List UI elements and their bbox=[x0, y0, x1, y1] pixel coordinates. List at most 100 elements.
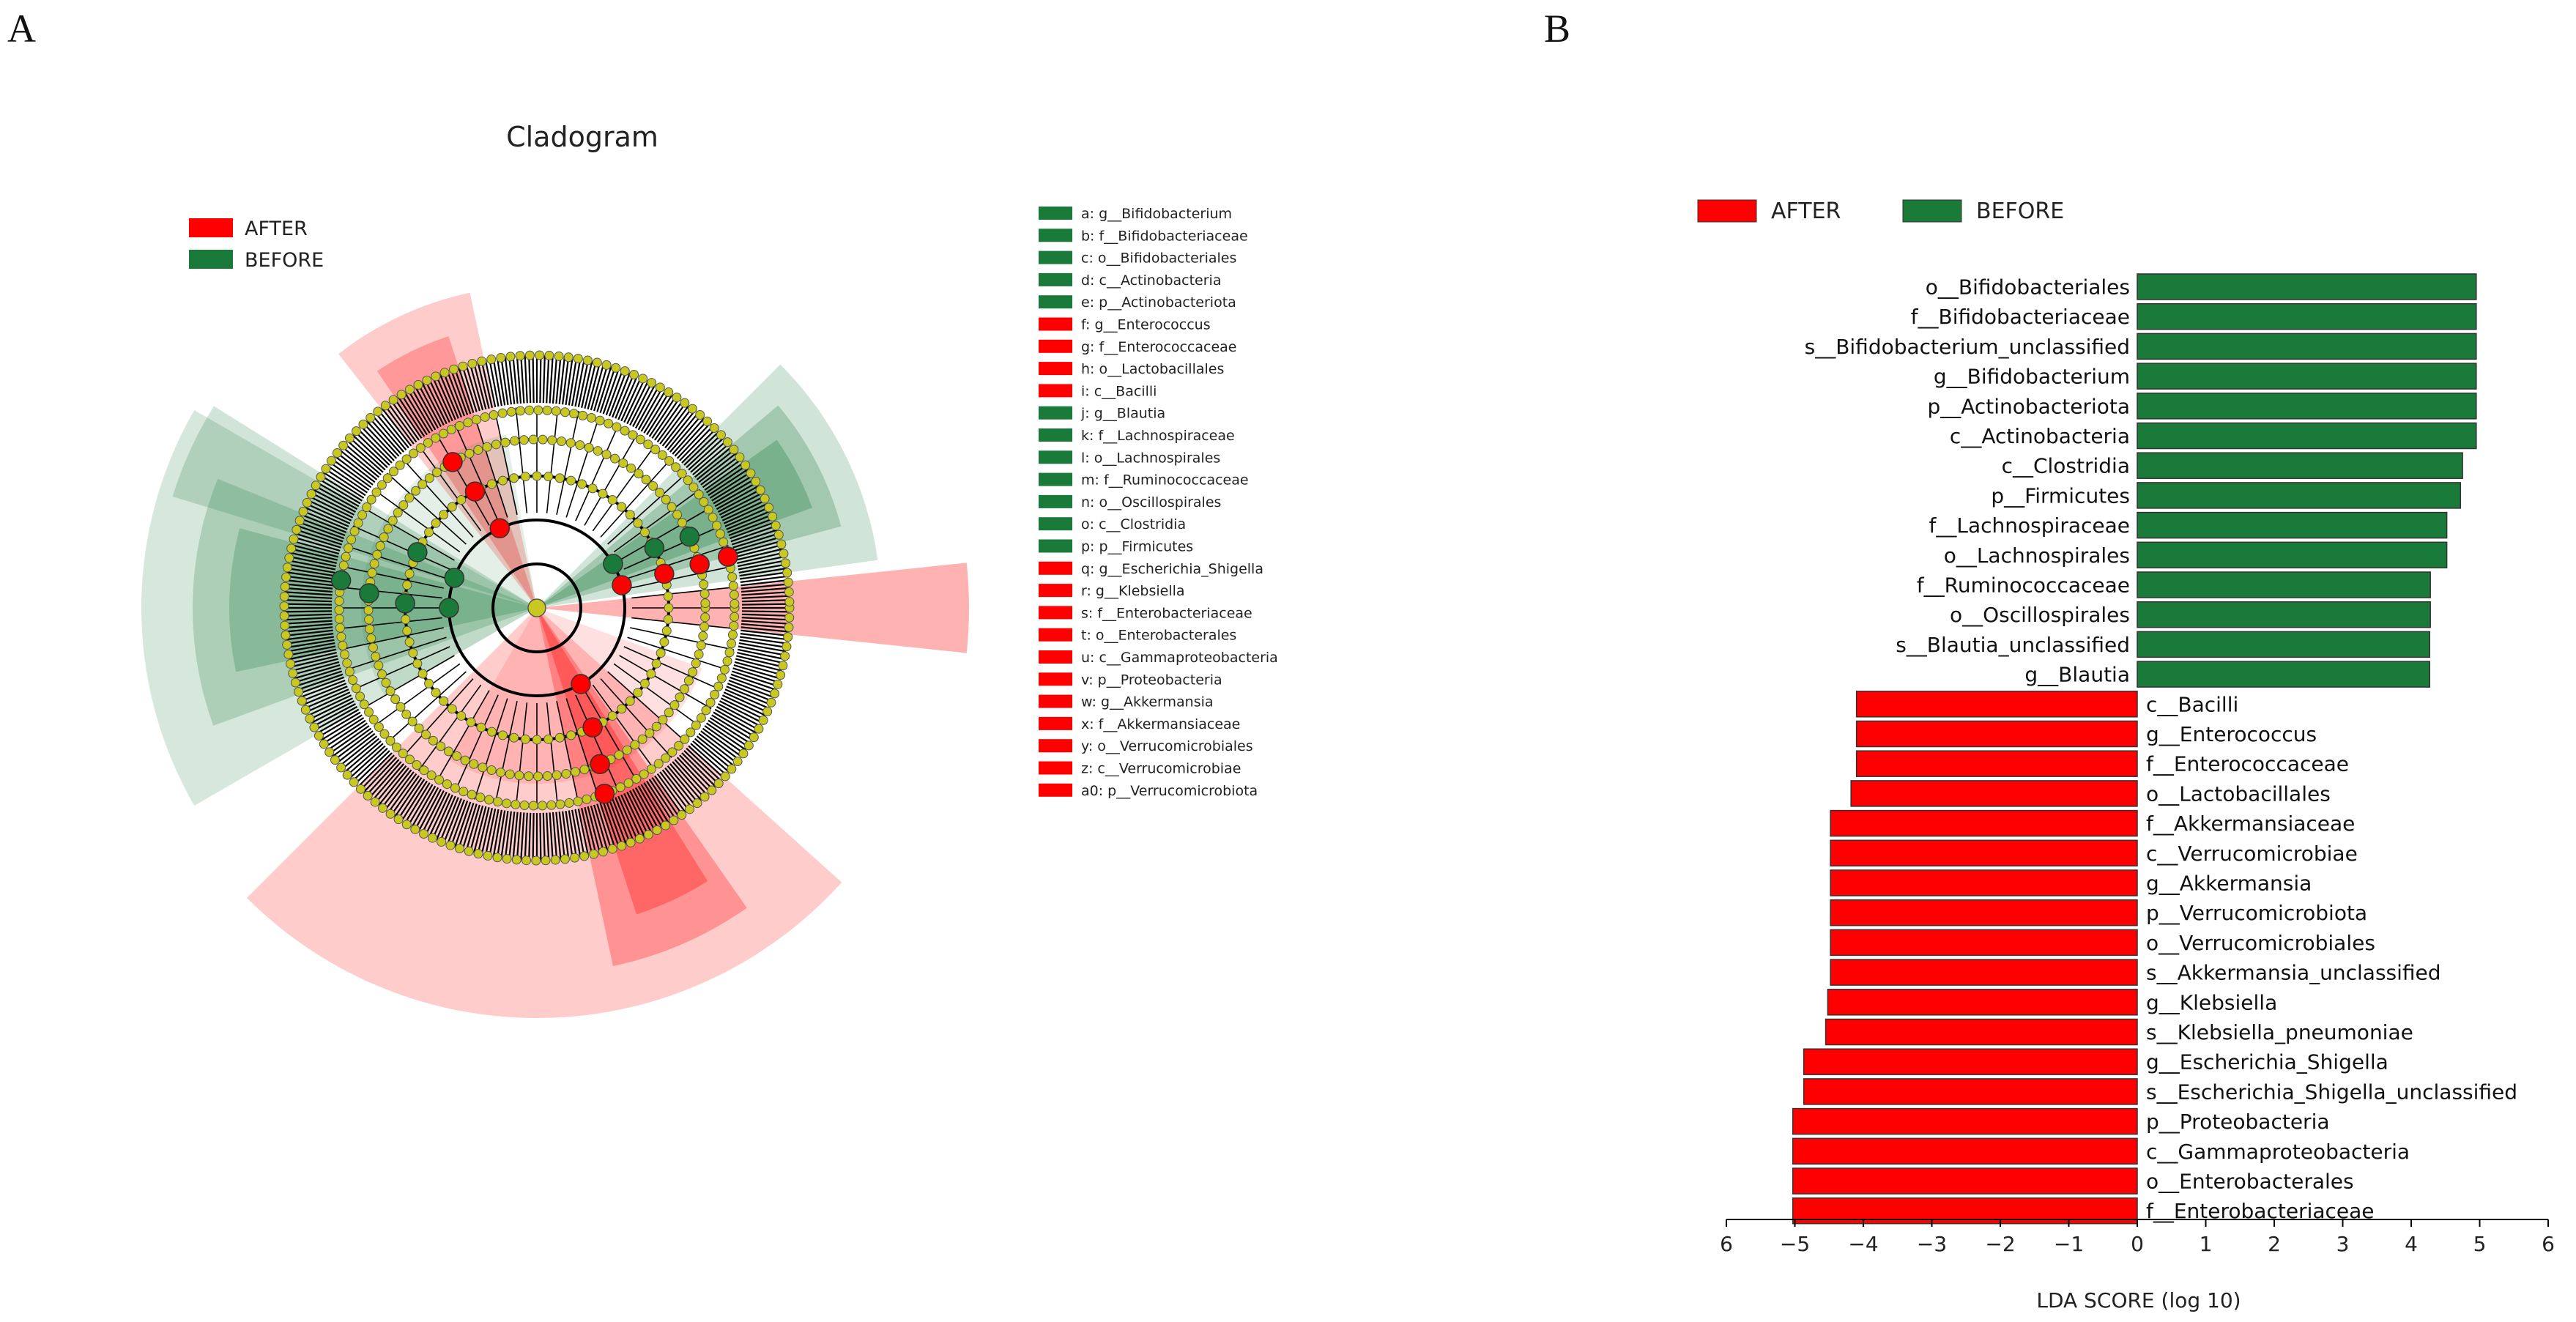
tree-node bbox=[694, 649, 704, 659]
tree-node bbox=[376, 480, 387, 490]
tree-node bbox=[362, 502, 372, 513]
key-swatch-before bbox=[1039, 229, 1072, 242]
tree-node bbox=[547, 435, 557, 445]
tree-node bbox=[601, 360, 612, 370]
tree-node bbox=[437, 836, 447, 847]
tree-node bbox=[294, 516, 305, 526]
tree-node bbox=[633, 688, 643, 698]
tree-node bbox=[477, 356, 487, 366]
key-swatch-before bbox=[1039, 494, 1072, 508]
significant-node-before bbox=[439, 598, 459, 618]
tree-node bbox=[768, 511, 778, 521]
lda-bar-label: c__Actinobacteria bbox=[1950, 424, 2130, 448]
tree-node bbox=[431, 688, 441, 698]
tree-node bbox=[509, 473, 519, 483]
tree-node bbox=[643, 439, 653, 450]
tree-node bbox=[542, 405, 552, 415]
tree-node bbox=[655, 488, 665, 498]
tree-node bbox=[685, 804, 695, 814]
x-tick-label: 1 bbox=[2200, 1232, 2213, 1256]
x-tick-label: −3 bbox=[1917, 1232, 1947, 1256]
tree-node bbox=[505, 352, 516, 362]
significant-node-before bbox=[395, 593, 415, 614]
tree-node bbox=[493, 797, 503, 807]
significant-node-before bbox=[359, 583, 379, 604]
tree-node bbox=[661, 753, 671, 763]
tree-node bbox=[279, 601, 289, 612]
tree-node bbox=[554, 732, 565, 743]
key-label: d: c__Actinobacteria bbox=[1081, 272, 1221, 289]
tree-node bbox=[311, 480, 321, 491]
tree-node bbox=[427, 833, 437, 843]
tree-node bbox=[628, 430, 638, 440]
tree-node bbox=[415, 443, 426, 453]
tree-node bbox=[700, 598, 710, 609]
tree-node bbox=[582, 794, 592, 804]
lda-bar-label: c__Gammaproteobacteria bbox=[2146, 1140, 2410, 1164]
x-tick-label: −5 bbox=[1780, 1232, 1810, 1256]
tree-node bbox=[713, 681, 724, 691]
cladogram-panel: Cladogram AFTER BEFORE a: g__Bifidobacter… bbox=[141, 121, 1278, 1018]
tree-node bbox=[680, 734, 690, 744]
key-label: a0: p__Verrucomicrobiota bbox=[1081, 783, 1258, 799]
tree-node bbox=[637, 734, 647, 744]
tree-node bbox=[414, 723, 424, 733]
tree-node bbox=[691, 658, 701, 669]
lda-bar-label: g__Bifidobacterium bbox=[1934, 365, 2130, 389]
tree-node bbox=[464, 448, 475, 458]
tree-node bbox=[298, 507, 308, 517]
tree-node bbox=[694, 489, 704, 500]
tree-node bbox=[715, 529, 725, 539]
tree-node bbox=[455, 843, 465, 853]
x-tick-label: −2 bbox=[1985, 1232, 2015, 1256]
lda-bar bbox=[1803, 1048, 2138, 1075]
lda-bar bbox=[1825, 1018, 2138, 1046]
tree-node bbox=[554, 351, 564, 361]
tree-node bbox=[702, 416, 713, 426]
tree-node bbox=[674, 740, 684, 751]
tree-node bbox=[653, 759, 664, 769]
tree-node bbox=[626, 837, 636, 847]
key-label: n: o__Oscillospirales bbox=[1081, 494, 1221, 510]
tree-node bbox=[638, 374, 648, 384]
tree-node bbox=[740, 460, 751, 470]
tree-node bbox=[486, 479, 497, 489]
lda-bar bbox=[1792, 1137, 2138, 1165]
tree-node bbox=[528, 434, 538, 445]
lda-bar bbox=[2137, 393, 2477, 420]
tree-node bbox=[510, 436, 520, 446]
panel-label-b: B bbox=[1544, 7, 1571, 51]
key-label: p: p__Firmicutes bbox=[1081, 539, 1193, 555]
tree-node bbox=[404, 754, 415, 765]
key-label: i: c__Bacilli bbox=[1081, 383, 1157, 399]
tree-node bbox=[663, 591, 673, 601]
tree-node bbox=[396, 390, 407, 400]
tree-node bbox=[309, 722, 319, 732]
tree-node bbox=[663, 614, 673, 625]
tree-node bbox=[492, 853, 502, 863]
tree-node bbox=[313, 731, 324, 741]
lda-bar-label: f__Akkermansiaceae bbox=[2146, 812, 2355, 836]
key-label: c: o__Bifidobacteriales bbox=[1081, 250, 1236, 267]
tree-node bbox=[541, 855, 551, 866]
tree-node bbox=[391, 742, 401, 752]
lda-bar bbox=[2137, 333, 2477, 360]
tree-node bbox=[661, 494, 671, 505]
tree-node bbox=[417, 669, 428, 679]
tree-node bbox=[776, 670, 786, 680]
tree-node bbox=[432, 467, 442, 478]
tree-node bbox=[443, 746, 453, 757]
tree-node bbox=[728, 630, 738, 640]
tree-node bbox=[363, 605, 374, 615]
tree-node bbox=[424, 473, 434, 483]
tree-node bbox=[344, 666, 355, 677]
tree-node bbox=[738, 749, 749, 759]
tree-node bbox=[402, 580, 412, 590]
tree-node bbox=[651, 721, 661, 732]
tree-node bbox=[618, 458, 628, 468]
tree-node bbox=[658, 715, 668, 725]
tree-node bbox=[297, 696, 307, 706]
key-label: v: p__Proteobacteria bbox=[1081, 672, 1222, 688]
tree-node bbox=[584, 442, 594, 453]
tree-node bbox=[410, 824, 420, 834]
